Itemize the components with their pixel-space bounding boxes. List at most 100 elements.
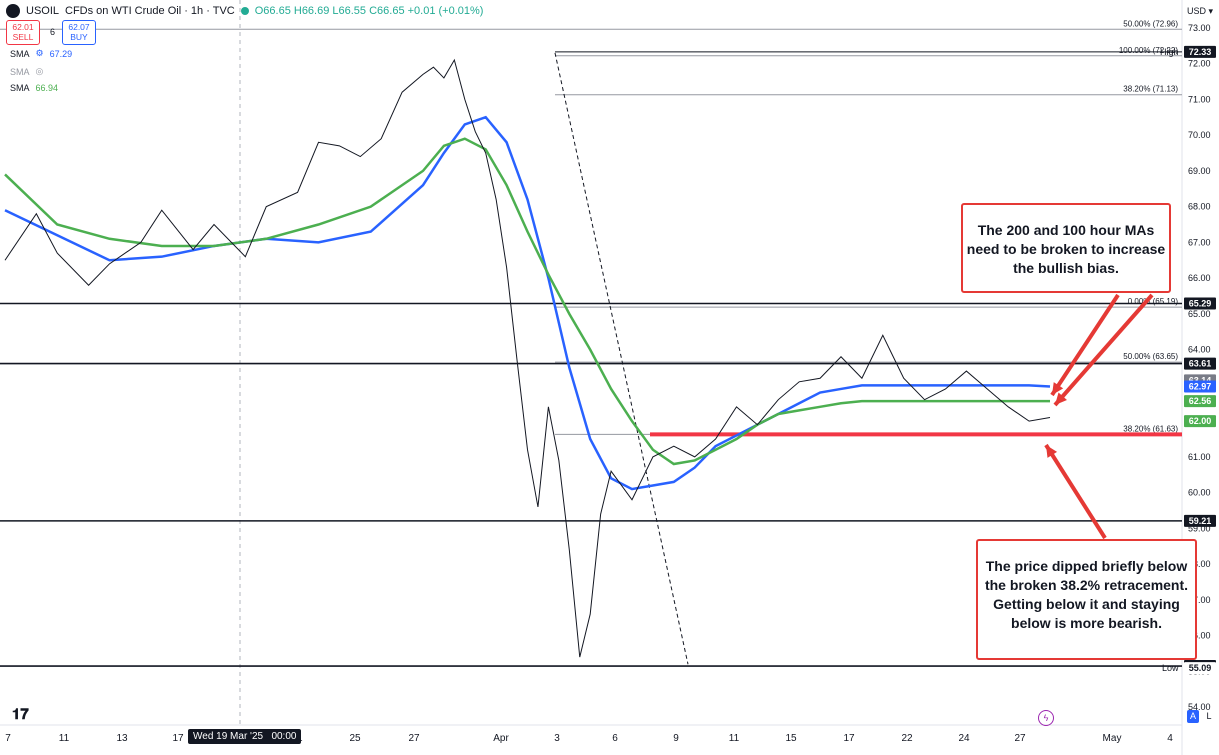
y-tick-label: 70.00 [1188, 130, 1211, 140]
fib-level-label: 100.00% (72.22) [1119, 46, 1178, 55]
annotation-ma-break: The 200 and 100 hour MAs need to be brok… [961, 203, 1171, 293]
price-badge [1184, 380, 1216, 393]
price-badge-label: 62.56 [1189, 396, 1212, 406]
buy-button[interactable]: 62.07 BUY [62, 20, 96, 45]
x-tick-label: 17 [172, 733, 184, 744]
indicator-sma-3[interactable]: SMA 66.94 [10, 83, 58, 93]
settings-icon[interactable]: ⚙ [35, 48, 44, 58]
annotation-retracement: The price dipped briefly below the broke… [976, 539, 1197, 660]
y-tick-label: 73.00 [1188, 23, 1211, 33]
price-badge-label: 63.61 [1189, 359, 1212, 369]
price-badge-label: 62.97 [1189, 381, 1212, 391]
sma-line [4, 115, 1051, 491]
y-tick-label: 58.00 [1188, 559, 1211, 569]
y-tick-label: 66.00 [1188, 273, 1211, 283]
x-tick-label: 27 [408, 733, 420, 744]
y-tick-label: 64.00 [1188, 345, 1211, 355]
arrow-head-icon [1055, 392, 1067, 405]
arrow-head-icon [1046, 445, 1058, 458]
x-tick-label: 9 [673, 733, 679, 744]
currency-selector[interactable]: USD ▾ [1186, 6, 1213, 16]
indicator-name: SMA [10, 66, 30, 77]
y-tick-label: 68.00 [1188, 202, 1211, 212]
indicator-value: 67.29 [49, 48, 73, 59]
low-label: Low [1162, 663, 1179, 673]
y-tick-label: 61.00 [1188, 452, 1211, 462]
ohlc-values: O66.65 H66.69 L66.55 C66.65 +0.01 (+0.01… [254, 5, 484, 17]
indicator-name: SMA [10, 83, 30, 93]
x-tick-label: 11 [59, 733, 70, 744]
spread-value: 6 [50, 27, 56, 37]
annotation-arrow [1050, 293, 1120, 397]
log-scale-button[interactable]: L [1206, 711, 1212, 721]
market-status-icon [240, 7, 249, 15]
annotation-arrow [1053, 293, 1154, 407]
x-tick-label: 6 [612, 733, 618, 744]
y-tick-label: 71.00 [1188, 94, 1211, 104]
x-tick-label: 24 [958, 733, 970, 744]
fib-level-label: 0.00% (65.19) [1128, 297, 1179, 306]
x-tick-label: 11 [729, 733, 740, 744]
x-tick-label: 7 [5, 733, 11, 744]
price-badge [1184, 662, 1216, 675]
y-tick-label: 69.00 [1188, 166, 1211, 176]
x-tick-label: 27 [1014, 733, 1026, 744]
fib-level-label: 50.00% (72.96) [1123, 19, 1178, 28]
x-tick-label: 13 [116, 733, 128, 744]
fib-level-label: 38.20% (61.63) [1123, 424, 1178, 433]
price-badge-label: 55.09 [1189, 663, 1212, 673]
x-tick-label: 17 [843, 733, 855, 744]
price-badge [1184, 395, 1216, 408]
sell-label: SELL [12, 32, 34, 42]
high-label: High [1160, 47, 1179, 57]
y-tick-label: 57.00 [1188, 595, 1211, 605]
x-tick-label: 4 [1167, 733, 1173, 744]
sma-line [4, 137, 1050, 466]
symbol-name[interactable]: USOIL [26, 5, 60, 17]
fib-level-label: 50.00% (63.65) [1123, 352, 1178, 361]
arrow-head-icon [1052, 382, 1064, 395]
x-tick-label: 3 [554, 733, 560, 744]
hidden-eye-icon[interactable]: ◎ [35, 66, 44, 76]
price-badge-label: 65.29 [1189, 299, 1212, 309]
price-badge [1184, 297, 1216, 310]
y-tick-label: 54.00 [1188, 702, 1211, 712]
price-badge-label: 62.00 [1189, 416, 1212, 426]
y-tick-label: 67.00 [1188, 237, 1211, 247]
indicator-value: 66.94 [35, 83, 59, 93]
sell-price: 62.01 [12, 22, 34, 32]
annotation-arrow [1044, 443, 1107, 540]
price-badge [1184, 415, 1216, 428]
price-badge-label: 63.14 [1189, 375, 1212, 385]
chart-header: USOIL CFDs on WTI Crude Oil · 1h · TVC O… [6, 4, 483, 18]
y-tick-label: 60.00 [1188, 488, 1211, 498]
x-tick-label: 15 [785, 733, 797, 744]
sell-button[interactable]: 62.01 SELL [6, 20, 40, 45]
price-badge [1184, 514, 1216, 527]
indicator-name: SMA [10, 48, 30, 59]
price-badge [1184, 45, 1216, 58]
x-tick-label: May [1103, 733, 1122, 744]
price-badge [1184, 357, 1216, 370]
annotation-text: The price dipped briefly below the broke… [984, 558, 1189, 631]
trend-line [554, 52, 689, 665]
buy-label: BUY [70, 32, 88, 42]
price-badge-label: 59.21 [1189, 516, 1212, 526]
symbol-description: CFDs on WTI Crude Oil · 1h · TVC [65, 5, 235, 17]
price-badge-label: 72.33 [1189, 47, 1212, 57]
indicator-sma-2[interactable]: SMA ◎ [10, 66, 43, 77]
y-tick-label: 65.00 [1188, 309, 1211, 319]
indicator-sma-1[interactable]: SMA ⚙ 67.29 [10, 48, 72, 59]
buy-price: 62.07 [68, 22, 90, 32]
y-tick-label: 56.00 [1188, 631, 1211, 641]
annotation-text: The 200 and 100 hour MAs need to be brok… [966, 222, 1166, 276]
x-tick-label: 22 [901, 733, 913, 744]
x-tick-label: Apr [493, 733, 509, 744]
fib-level-label: 38.20% (71.13) [1123, 85, 1178, 94]
tradingview-logo-icon: 𝟏𝟕 [12, 706, 29, 723]
lightning-icon[interactable]: ϟ [1038, 710, 1054, 726]
symbol-logo-icon [6, 4, 20, 18]
price-line [4, 58, 1051, 658]
auto-scale-button[interactable]: A [1187, 710, 1199, 723]
